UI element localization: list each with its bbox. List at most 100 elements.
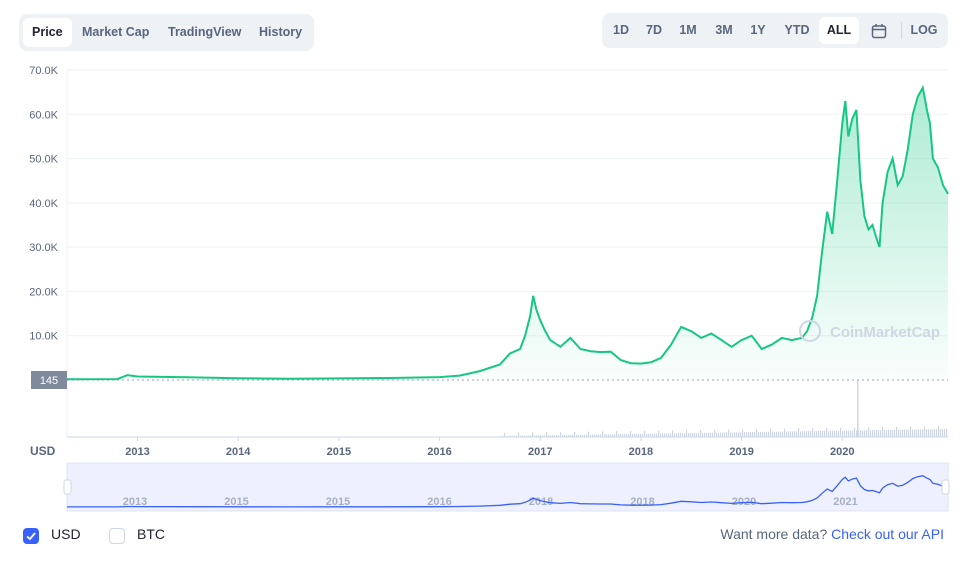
volume-bar xyxy=(604,434,606,437)
y-tick-label: 30.0K xyxy=(29,242,58,254)
volume-bar xyxy=(504,432,506,437)
volume-bar xyxy=(754,432,756,437)
log-toggle[interactable]: LOG xyxy=(910,23,938,37)
volume-bar xyxy=(850,430,852,437)
volume-bar xyxy=(794,431,796,437)
range-3m[interactable]: 3M xyxy=(715,23,733,37)
volume-bar xyxy=(700,429,702,437)
volume-bar xyxy=(938,426,940,437)
volume-bar xyxy=(684,433,686,437)
volume-bar xyxy=(708,432,710,437)
y-tick-label: 50.0K xyxy=(29,154,58,166)
volume-bar xyxy=(694,432,696,437)
volume-bar xyxy=(650,433,652,437)
volume-bar xyxy=(572,434,574,437)
volume-bar xyxy=(864,430,866,437)
volume-bar xyxy=(810,431,812,437)
volume-bar xyxy=(516,435,518,437)
navigator-tick-label: 2018 xyxy=(630,496,654,508)
volume-bar xyxy=(716,432,718,437)
btc-checkbox[interactable] xyxy=(109,528,125,544)
volume-bar xyxy=(506,435,508,437)
volume-bar xyxy=(726,432,728,437)
navigator-window[interactable] xyxy=(66,462,949,512)
volume-bar xyxy=(752,432,754,437)
volume-bar xyxy=(644,430,646,437)
volume-bar xyxy=(664,433,666,437)
volume-bar xyxy=(854,427,856,437)
volume-bar xyxy=(560,432,562,437)
volume-bar xyxy=(896,426,898,437)
calendar-button[interactable] xyxy=(866,17,892,44)
navigator-handle-right[interactable] xyxy=(941,479,950,495)
x-axis: 2013 2014 2015 2016 2017 2018 2019 2020 xyxy=(125,437,855,458)
volume-bar xyxy=(600,434,602,437)
volume-bar xyxy=(702,432,704,437)
volume-bar xyxy=(564,435,566,437)
navigator[interactable]: 2013 2015 2015 2016 2018 2018 2020 2021 xyxy=(63,462,950,512)
volume-bar xyxy=(770,428,772,437)
range-1m[interactable]: 1M xyxy=(679,23,697,37)
range-selector: 1D 7D 1M 3M 1Y YTD ALL LOG xyxy=(602,13,948,48)
volume-bar xyxy=(906,429,908,437)
volume-bar xyxy=(878,430,880,437)
volume-bar xyxy=(520,435,522,437)
volume-bar xyxy=(550,435,552,437)
volume-bar xyxy=(530,435,532,437)
volume-bar xyxy=(566,434,568,437)
range-divider xyxy=(901,22,902,39)
price-line xyxy=(66,84,949,381)
usd-legend-label: USD xyxy=(51,526,81,542)
volume-bar xyxy=(562,435,564,437)
volume-bar xyxy=(532,432,534,437)
volume-bar xyxy=(548,435,550,437)
volume-bar xyxy=(886,429,888,437)
range-7d[interactable]: 7D xyxy=(646,23,662,37)
volume-bar xyxy=(836,430,838,437)
volume-bar xyxy=(830,430,832,437)
volume-bar xyxy=(546,432,548,437)
y-axis: 10.0K 20.0K 30.0K 40.0K 50.0K 60.0K 70.0K xyxy=(29,65,58,343)
current-price-badge xyxy=(31,371,67,389)
chart-type-tabs: Price Market Cap TradingView History xyxy=(19,14,314,51)
volume-bar xyxy=(732,432,734,437)
volume-bar xyxy=(558,435,560,437)
range-ytd[interactable]: YTD xyxy=(784,23,810,37)
range-all[interactable]: ALL xyxy=(819,17,859,44)
range-1d[interactable]: 1D xyxy=(613,23,629,37)
btc-legend-label: BTC xyxy=(137,526,165,542)
volume-bar xyxy=(764,431,766,437)
range-1y[interactable]: 1Y xyxy=(750,23,766,37)
volume-bar xyxy=(768,431,770,437)
usd-checkbox[interactable] xyxy=(23,528,39,544)
volume-bar xyxy=(610,434,612,437)
navigator-handle-left[interactable] xyxy=(63,479,72,495)
volume-bar xyxy=(734,432,736,437)
volume-bar xyxy=(788,431,790,437)
tab-history[interactable]: History xyxy=(259,25,303,39)
volume-bar xyxy=(774,431,776,437)
x-tick-label: 2016 xyxy=(427,446,451,458)
volume-bar xyxy=(526,435,528,437)
volume-bar xyxy=(916,429,918,437)
volume-bar xyxy=(608,434,610,437)
volume-bar xyxy=(698,432,700,437)
volume-bar xyxy=(582,434,584,437)
volume-bar xyxy=(944,429,946,437)
volume-bar xyxy=(612,434,614,437)
volume-bar xyxy=(552,435,554,437)
volume-bar xyxy=(670,433,672,437)
tab-market-cap[interactable]: Market Cap xyxy=(82,25,150,39)
tab-price[interactable]: Price xyxy=(23,18,72,47)
x-tick-label: 2013 xyxy=(125,446,149,458)
volume-bar xyxy=(658,430,660,437)
y-tick-label: 20.0K xyxy=(29,286,58,298)
volume-bar xyxy=(728,429,730,437)
volume-bar xyxy=(622,434,624,437)
volume-bar xyxy=(870,430,872,437)
tab-tradingview[interactable]: TradingView xyxy=(168,25,242,39)
api-link[interactable]: Check out our API xyxy=(831,526,944,542)
volume-bar xyxy=(570,434,572,437)
volume-bar xyxy=(646,433,648,437)
